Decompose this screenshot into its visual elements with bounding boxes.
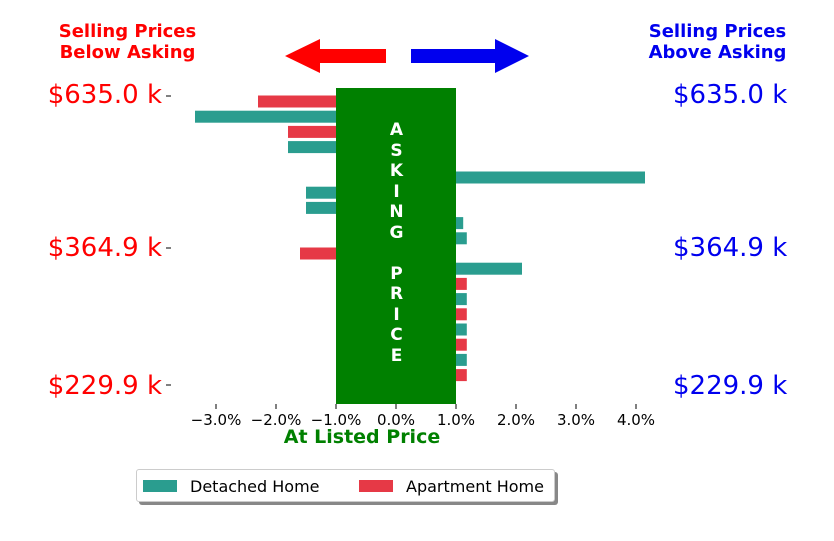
below-asking-line1: Selling Prices	[58, 21, 197, 42]
arrow-left-icon	[285, 39, 386, 73]
y-tick-right-mid: $364.9 k	[673, 233, 788, 263]
below-asking-header: Selling Prices Below Asking	[40, 21, 215, 63]
above-asking-header: Selling Prices Above Asking	[630, 21, 805, 63]
x-tick-label: −2.0%	[251, 411, 302, 429]
legend-item-apartment: Apartment Home	[359, 476, 544, 496]
bar-detached-row-5	[396, 171, 645, 184]
x-tick-label: 4.0%	[617, 411, 655, 429]
below-asking-line2: Below Asking	[59, 42, 196, 63]
legend-label-apartment: Apartment Home	[406, 476, 544, 496]
x-tick-label: 2.0%	[497, 411, 535, 429]
asking-letter: C	[390, 325, 403, 345]
y-tick-left-bottom: $229.9 k	[47, 371, 162, 401]
legend: Detached Home Apartment Home	[136, 469, 555, 502]
asking-letter: N	[389, 202, 404, 222]
above-asking-line1: Selling Prices	[648, 21, 787, 42]
asking-letter: S	[390, 140, 403, 161]
asking-letter: K	[389, 161, 404, 181]
asking-letter: E	[390, 345, 403, 366]
legend-swatch-detached	[143, 480, 177, 492]
legend-item-detached: Detached Home	[143, 476, 320, 496]
y-tick-left-top: $635.0 k	[47, 80, 162, 110]
y-tick-right-top: $635.0 k	[673, 80, 788, 110]
x-tick-label: 3.0%	[557, 411, 595, 429]
legend-swatch-apartment	[359, 480, 393, 492]
x-tick-label: 0.0%	[377, 411, 415, 429]
x-tick-label: −3.0%	[191, 411, 242, 429]
y-tick-marks	[166, 95, 171, 386]
asking-letter: P	[390, 263, 403, 284]
above-asking-line2: Above Asking	[648, 42, 787, 63]
arrow-right-icon	[411, 39, 529, 73]
asking-letter: I	[393, 304, 400, 325]
y-tick-left-mid: $364.9 k	[47, 233, 162, 263]
x-axis: −3.0% −2.0% −1.0% 0.0% 1.0% 2.0% 3.0% 4.0%	[191, 404, 655, 429]
asking-letter: I	[393, 181, 400, 202]
asking-letter: A	[389, 120, 404, 140]
asking-letter: G	[389, 222, 404, 243]
x-axis-label: At Listed Price	[283, 426, 441, 448]
asking-price-band	[336, 88, 456, 404]
y-tick-right-bottom: $229.9 k	[673, 371, 788, 401]
x-tick-label: 1.0%	[437, 411, 475, 429]
asking-letter: R	[389, 284, 404, 304]
legend-label-detached: Detached Home	[190, 476, 320, 496]
x-tick-label: −1.0%	[311, 411, 362, 429]
